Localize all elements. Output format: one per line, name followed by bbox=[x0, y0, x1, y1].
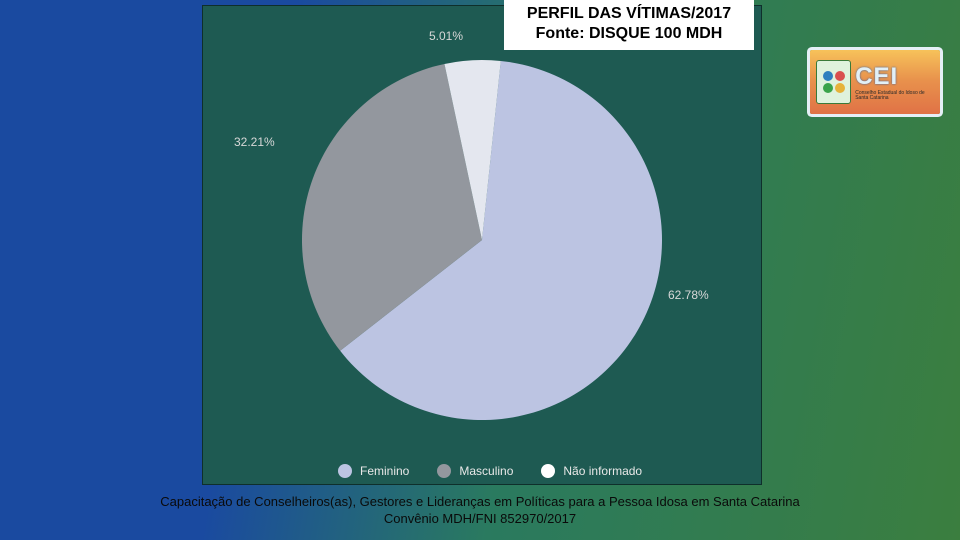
legend-label: Feminino bbox=[360, 464, 409, 478]
slice-label-feminino: 62.78% bbox=[668, 288, 709, 302]
pie-chart bbox=[282, 40, 682, 440]
legend-swatch bbox=[541, 464, 555, 478]
logo-dot bbox=[835, 71, 845, 81]
logo-subtext: Conselho Estadual do Idoso de Santa Cata… bbox=[855, 91, 934, 101]
legend-item-masculino: Masculino bbox=[437, 464, 513, 478]
slide: PERFIL DAS VÍTIMAS/2017 Fonte: DISQUE 10… bbox=[0, 0, 960, 540]
footer: Capacitação de Conselheiros(as), Gestore… bbox=[0, 494, 960, 528]
logo-text-wrap: CEI Conselho Estadual do Idoso de Santa … bbox=[855, 63, 934, 101]
logo-dot bbox=[823, 71, 833, 81]
logo-text: CEI bbox=[855, 63, 934, 91]
legend-item-feminino: Feminino bbox=[338, 464, 409, 478]
logo-icon bbox=[816, 60, 851, 104]
logo-dot bbox=[823, 83, 833, 93]
legend-label: Não informado bbox=[563, 464, 642, 478]
slice-label-masculino: 32.21% bbox=[234, 135, 275, 149]
slice-label-nao-informado: 5.01% bbox=[429, 29, 463, 43]
logo: CEI Conselho Estadual do Idoso de Santa … bbox=[810, 50, 940, 114]
logo-dot bbox=[835, 83, 845, 93]
legend-item-nao-informado: Não informado bbox=[541, 464, 642, 478]
legend-swatch bbox=[338, 464, 352, 478]
legend-label: Masculino bbox=[459, 464, 513, 478]
legend: Feminino Masculino Não informado bbox=[338, 464, 642, 478]
legend-swatch bbox=[437, 464, 451, 478]
footer-line-2: Convênio MDH/FNI 852970/2017 bbox=[0, 511, 960, 528]
title-line-1: PERFIL DAS VÍTIMAS/2017 bbox=[510, 4, 748, 24]
footer-line-1: Capacitação de Conselheiros(as), Gestore… bbox=[0, 494, 960, 511]
pie-svg bbox=[282, 40, 682, 440]
